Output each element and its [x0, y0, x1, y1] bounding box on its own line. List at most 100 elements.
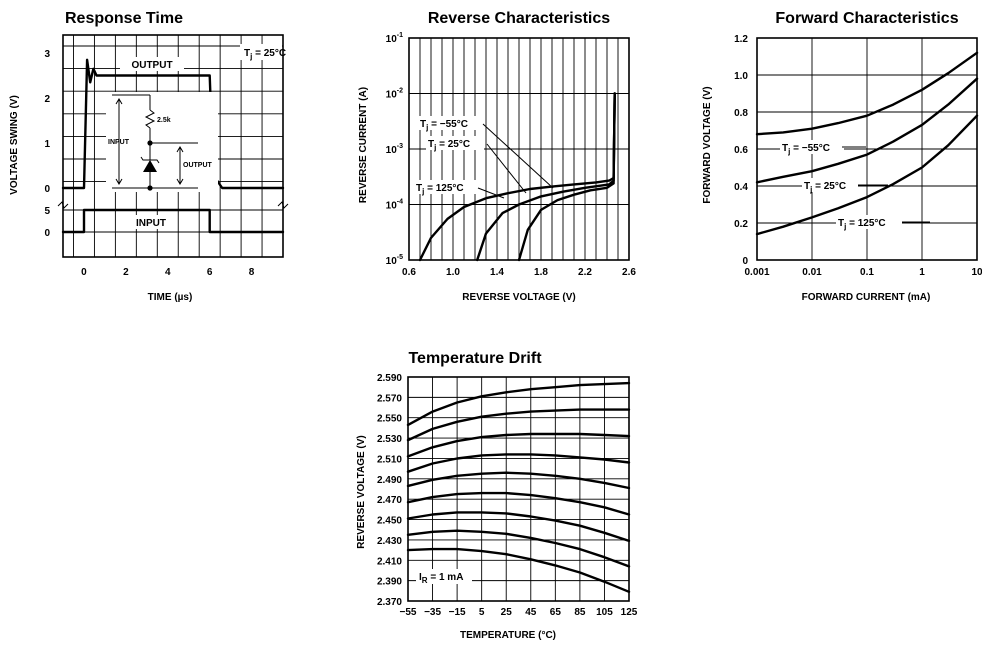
- label-25c: Tj = 25°C: [804, 181, 846, 194]
- inset-input-label: INPUT: [108, 139, 130, 146]
- x-tick-label: 2.6: [622, 267, 636, 278]
- axis-break-marks: [57, 201, 289, 209]
- drift-curve: [406, 547, 631, 593]
- drift-curve: [406, 381, 631, 427]
- junction-temp-label: Tj = 25°C: [244, 48, 286, 61]
- x-tick-label: 1.8: [534, 267, 548, 278]
- curve-minus55c: [755, 51, 979, 136]
- x-tick-label: 0.01: [802, 267, 822, 278]
- forward-characteristics-plot-area: [756, 37, 978, 261]
- y-tick-label: 0.6: [734, 145, 748, 156]
- y-tick-label: 10-1: [386, 32, 403, 45]
- temperature-drift-title: Temperature Drift: [408, 350, 542, 367]
- resistor-label: 2.5k: [157, 117, 171, 124]
- forward-characteristics-y-label: FORWARD VOLTAGE (V): [702, 86, 713, 203]
- forward-characteristics-title: Forward Characteristics: [775, 10, 958, 27]
- inset-output-label: OUTPUT: [183, 162, 213, 169]
- drift-curve: [406, 529, 631, 568]
- test-current-label: IR = 1 mA: [419, 572, 463, 585]
- curve-125c: [755, 114, 979, 236]
- x-tick-label: 1: [919, 267, 925, 278]
- y-tick-label: 10-3: [386, 143, 403, 156]
- resistor-symbol: [144, 109, 156, 129]
- response-time-x-label: TIME (µs): [148, 292, 193, 303]
- response-time-plot-area: [62, 34, 284, 258]
- x-tick-label: 85: [574, 607, 586, 618]
- x-tick-label: 10: [971, 267, 982, 278]
- y-tick-label: 2.470: [377, 495, 402, 506]
- response-time-y-label: VOLTAGE SWING (V): [9, 95, 20, 195]
- label-125c: Tj = 125°C: [838, 218, 886, 231]
- x-tick-label: −55: [400, 607, 417, 618]
- drift-curve: [406, 471, 631, 490]
- reverse-characteristics-title: Reverse Characteristics: [428, 10, 610, 27]
- y-tick-label: 0.4: [734, 182, 748, 193]
- y-tick-label: 2.490: [377, 475, 402, 486]
- y-tick-label: 10-2: [386, 88, 403, 101]
- leader-line: [477, 187, 505, 199]
- y-tick-label: 2.450: [377, 516, 402, 527]
- curve-25c: [755, 77, 979, 184]
- drift-curve: [406, 408, 631, 442]
- drift-curve: [406, 491, 631, 516]
- x-tick-label: 0.001: [744, 267, 769, 278]
- reverse-characteristics-y-label: REVERSE CURRENT (A): [358, 87, 369, 203]
- y-tick-label: 0: [44, 184, 50, 195]
- y-tick-label: 2.410: [377, 556, 402, 567]
- label-125c: Tj = 125°C: [416, 183, 464, 196]
- y-tick-label: 2.390: [377, 577, 402, 588]
- temperature-drift-y-label: REVERSE VOLTAGE (V): [356, 435, 367, 549]
- drift-curve: [406, 432, 631, 458]
- x-tick-label: −15: [449, 607, 466, 618]
- x-tick-label: 105: [596, 607, 613, 618]
- y-tick-label: 10-5: [386, 254, 403, 267]
- forward-characteristics-chart: Forward Characteristics FORWARD VOLTAGE …: [702, 10, 982, 303]
- y-tick-label: 2.550: [377, 414, 402, 425]
- temperature-drift-chart: Temperature Drift REVERSE VOLTAGE (V) TE…: [356, 350, 638, 641]
- x-tick-label: 8: [249, 267, 255, 278]
- label-minus55c: Tj = −55°C: [420, 119, 468, 132]
- y-tick-label: 0.2: [734, 219, 748, 230]
- curve-125c: [418, 92, 616, 262]
- leader-line: [482, 123, 554, 189]
- x-tick-label: 1.0: [446, 267, 460, 278]
- y-tick-label: 2.530: [377, 434, 402, 445]
- label-minus55c: Tj = −55°C: [782, 143, 830, 156]
- drift-curve: [406, 511, 631, 543]
- y-tick-label: 2.430: [377, 536, 402, 547]
- x-tick-label: 2.2: [578, 267, 592, 278]
- label-25c: Tj = 25°C: [428, 139, 470, 152]
- input-y-tick-label: 0: [44, 228, 50, 239]
- curve-25c: [476, 92, 616, 262]
- response-time-chart: Response Time VOLTAGE SWING (V) TIME (µs…: [9, 10, 289, 303]
- x-tick-label: 65: [550, 607, 562, 618]
- response-time-title: Response Time: [65, 10, 183, 27]
- y-tick-label: 2.590: [377, 373, 402, 384]
- y-tick-label: 2.510: [377, 454, 402, 465]
- reverse-characteristics-x-label: REVERSE VOLTAGE (V): [462, 292, 576, 303]
- curve-minus55c: [517, 92, 616, 262]
- x-tick-label: 0: [81, 267, 87, 278]
- forward-characteristics-x-label: FORWARD CURRENT (mA): [802, 292, 931, 303]
- input-y-tick-label: 5: [44, 206, 50, 217]
- x-tick-label: 45: [525, 607, 537, 618]
- input-label: INPUT: [136, 218, 166, 229]
- y-tick-label: 2.570: [377, 393, 402, 404]
- x-tick-label: 1.4: [490, 267, 504, 278]
- x-tick-label: 6: [207, 267, 213, 278]
- x-tick-label: 125: [621, 607, 638, 618]
- x-tick-label: 0.1: [860, 267, 874, 278]
- y-tick-label: 10-4: [386, 199, 403, 212]
- y-tick-label: 2: [44, 94, 50, 105]
- x-tick-label: 25: [501, 607, 513, 618]
- x-tick-label: −35: [424, 607, 441, 618]
- y-tick-label: 3: [44, 49, 50, 60]
- temperature-drift-x-label: TEMPERATURE (°C): [460, 630, 556, 641]
- y-tick-label: 1.0: [734, 71, 748, 82]
- x-tick-label: 2: [123, 267, 129, 278]
- input-waveform: [61, 208, 285, 234]
- drift-curve: [406, 453, 631, 473]
- y-tick-label: 1.2: [734, 34, 748, 45]
- y-tick-label: 0.8: [734, 108, 748, 119]
